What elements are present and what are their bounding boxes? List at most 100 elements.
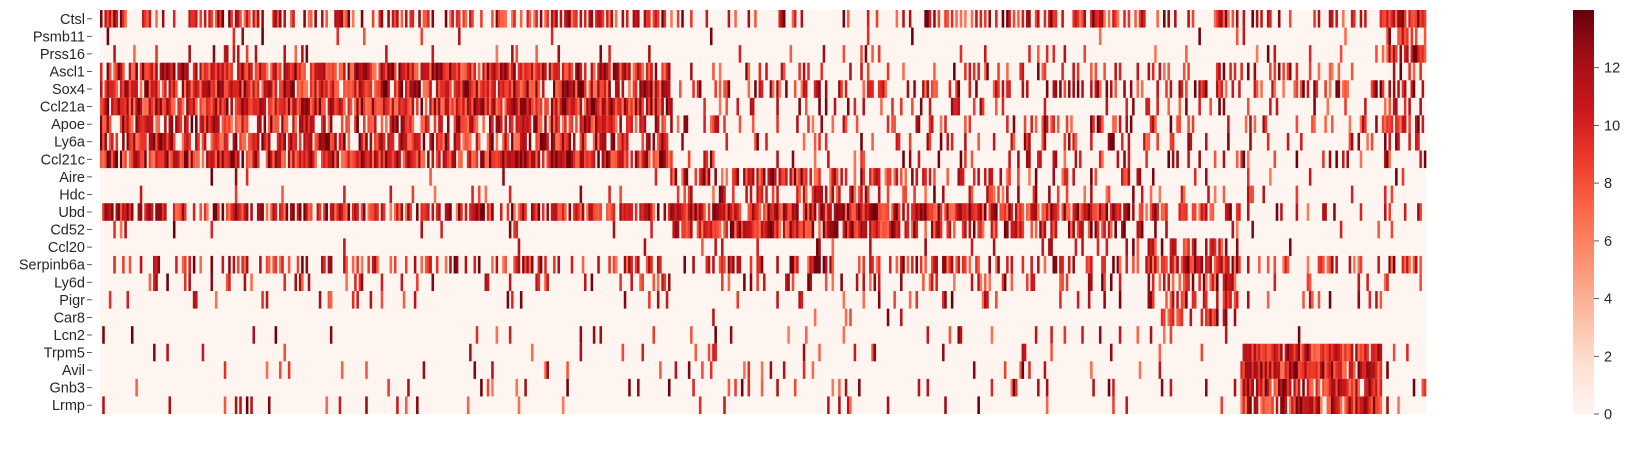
heatmap-cell <box>634 10 638 28</box>
heatmap-cell <box>1116 255 1120 274</box>
heatmap-cell <box>369 203 373 221</box>
heatmap-cell <box>650 203 653 221</box>
heatmap-cell <box>997 255 1000 274</box>
heatmap-cell <box>431 97 435 116</box>
heatmap-cell <box>992 185 996 204</box>
heatmap-cell <box>1158 185 1162 204</box>
heatmap-cell <box>1242 343 1246 362</box>
heatmap-cell <box>957 80 961 98</box>
heatmap-cell <box>853 220 857 239</box>
heatmap-cell <box>524 150 527 169</box>
heatmap-cell <box>725 220 728 239</box>
heatmap-cell <box>667 273 671 292</box>
heatmap-cell <box>835 185 839 204</box>
heatmap-cell <box>1286 361 1290 379</box>
heatmap-cell <box>877 220 881 239</box>
heatmap-cell <box>1337 80 1341 98</box>
heatmap-cell <box>1339 361 1343 379</box>
heatmap-cell <box>561 396 565 414</box>
heatmap-cell <box>712 308 715 327</box>
heatmap-cell <box>230 62 233 81</box>
heatmap-cell <box>1384 132 1387 151</box>
heatmap-cell <box>323 115 326 133</box>
heatmap-cell <box>802 80 806 98</box>
heatmap-cell <box>416 132 419 151</box>
heatmap-cell <box>625 10 629 28</box>
heatmap-cell <box>749 97 753 116</box>
heatmap-cell <box>1269 343 1272 362</box>
heatmap-cell <box>221 62 225 81</box>
heatmap-cell <box>721 185 724 204</box>
heatmap-cell <box>1249 115 1252 133</box>
heatmap-cell <box>272 255 275 274</box>
heatmap-cell <box>210 62 214 81</box>
heatmap-cell <box>409 10 412 28</box>
heatmap-cell <box>321 132 324 151</box>
heatmap-cell <box>460 62 463 81</box>
heatmap-cell <box>603 150 607 169</box>
heatmap-cell <box>1017 203 1020 221</box>
heatmap-cell <box>1357 361 1361 379</box>
heatmap-cell <box>1209 308 1212 327</box>
heatmap-cell <box>975 80 978 98</box>
heatmap-cell <box>515 115 519 133</box>
heatmap-cell <box>100 97 103 116</box>
heatmap-cell <box>1423 27 1427 46</box>
heatmap-cell <box>1017 10 1020 28</box>
heatmap-cell <box>1220 255 1224 274</box>
heatmap-cell <box>345 273 348 292</box>
heatmap-cell <box>707 168 711 186</box>
heatmap-cell <box>444 10 448 28</box>
heatmap-cell <box>1302 343 1305 362</box>
heatmap-cell <box>1417 203 1420 221</box>
heatmap-cell <box>1037 10 1040 28</box>
heatmap-cell <box>694 168 698 186</box>
heatmap-cell <box>460 203 463 221</box>
heatmap-cell <box>617 150 620 169</box>
heatmap-cell <box>628 62 631 81</box>
heatmap-cell <box>250 396 253 414</box>
heatmap-cell <box>769 203 773 221</box>
heatmap-cell <box>714 168 717 186</box>
heatmap-cell <box>404 115 408 133</box>
heatmap-cell <box>1165 291 1168 309</box>
heatmap-cell <box>789 203 793 221</box>
heatmap-cell <box>621 10 625 28</box>
heatmap-cell <box>1403 115 1407 133</box>
heatmap-cell <box>1326 361 1330 379</box>
heatmap-cell <box>460 80 463 98</box>
heatmap-cell <box>721 255 724 274</box>
heatmap-cell <box>603 97 607 116</box>
heatmap-cell <box>1010 203 1014 221</box>
heatmap-cell <box>303 10 306 28</box>
heatmap-cell <box>619 132 622 151</box>
heatmap-cell <box>758 62 762 81</box>
heatmap-cell <box>234 132 238 151</box>
heatmap-cell <box>1317 10 1321 28</box>
heatmap-cell <box>1364 378 1367 397</box>
heatmap-cell <box>579 150 583 169</box>
heatmap-cell <box>393 10 397 28</box>
heatmap-cell <box>575 203 578 221</box>
heatmap-cell <box>418 10 421 28</box>
heatmap-cell <box>228 255 231 274</box>
heatmap-cell <box>1151 291 1155 309</box>
heatmap-cell <box>1364 97 1367 116</box>
heatmap-cell <box>900 273 903 292</box>
heatmap-cell <box>336 27 340 46</box>
heatmap-cell <box>1324 203 1327 221</box>
heatmap-cell <box>667 97 671 116</box>
heatmap-cell <box>1275 361 1279 379</box>
heatmap-cell <box>743 168 746 186</box>
heatmap-cell <box>614 80 618 98</box>
heatmap-cell <box>1317 396 1321 414</box>
heatmap-cell <box>225 97 229 116</box>
heatmap-cell <box>597 132 600 151</box>
heatmap-cell <box>1001 10 1005 28</box>
heatmap-cell <box>225 115 229 133</box>
heatmap-cell <box>1151 255 1155 274</box>
heatmap-cell <box>270 203 273 221</box>
heatmap-cell <box>911 203 914 221</box>
heatmap-cell <box>1370 343 1374 362</box>
heatmap-cell <box>869 255 872 274</box>
